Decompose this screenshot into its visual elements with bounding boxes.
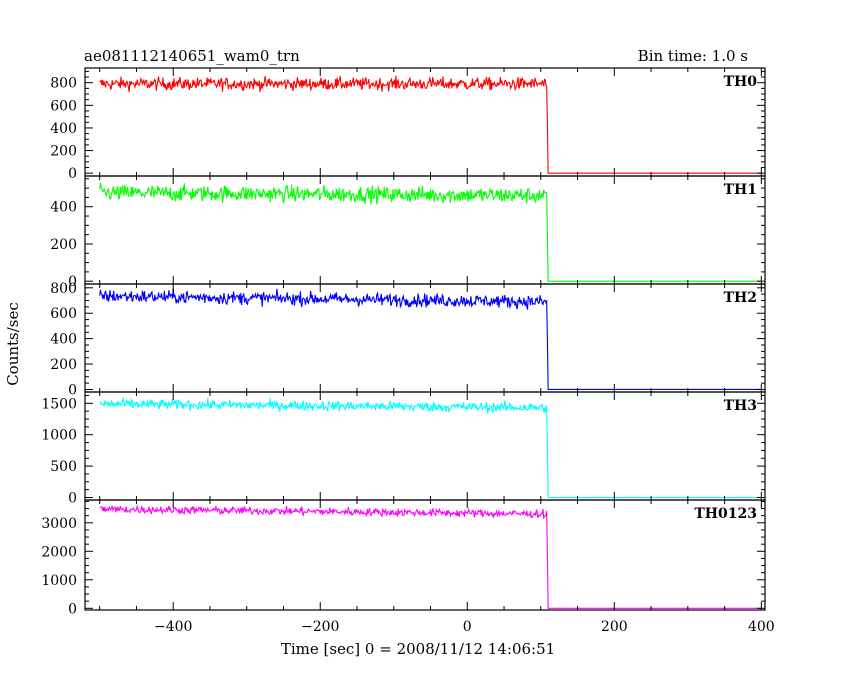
panel-th1: 0 200 400 TH1: [50, 175, 766, 290]
y-tick-label: 0: [68, 382, 77, 398]
panel-th0: 0 200 400 600 800 TH0: [50, 67, 766, 182]
y-tick-label: 800: [50, 281, 77, 297]
y-tick-label: 800: [50, 76, 77, 92]
panel-frame: [84, 499, 766, 611]
y-tick-label: 0: [68, 601, 77, 617]
y-tick-label: 600: [50, 306, 77, 322]
y-tick-label: 2000: [41, 544, 77, 560]
panel-label-th2: TH2: [724, 290, 757, 306]
panel-frame: [84, 391, 766, 501]
x-axis-label: Time [sec] 0 = 2008/11/12 14:06:51: [281, 640, 555, 658]
x-tick-label: 200: [601, 619, 628, 635]
y-tick-label: 200: [50, 237, 77, 253]
panels-group: 0 200 400 600 800 TH0 0 200 400 TH1 0 200 400 600 800 T…: [41, 67, 775, 635]
y-tick-label: 0: [68, 166, 77, 182]
x-tick-label: 400: [748, 619, 775, 635]
y-tick-label: 400: [50, 121, 77, 137]
y-tick-label: 1500: [41, 396, 77, 412]
y-tick-label: 400: [50, 200, 77, 216]
panel-th2: 0 200 400 600 800 TH2: [50, 281, 766, 398]
x-tick-label: −200: [301, 619, 339, 635]
panel-th0123: 0 1000 2000 3000 TH0123: [41, 499, 766, 617]
panel-label-th3: TH3: [724, 398, 757, 414]
x-tick-label: −400: [154, 619, 192, 635]
panel-label-th0123: TH0123: [694, 506, 757, 522]
y-tick-label: 400: [50, 332, 77, 348]
series-line-th0123: [99, 504, 762, 609]
y-tick-label: 200: [50, 144, 77, 160]
panel-label-th0: TH0: [724, 74, 758, 90]
chart-title: ae081112140651_wam0_trn: [84, 47, 300, 65]
y-tick-label: 200: [50, 357, 77, 373]
series-line-th0: [99, 75, 762, 174]
y-tick-label: 600: [50, 98, 77, 114]
series-line-th3: [99, 397, 762, 499]
panel-th3: 0 500 1000 1500 TH3: [41, 391, 766, 506]
y-tick-label: 0: [68, 490, 77, 506]
y-tick-label: 3000: [41, 516, 77, 532]
y-tick-label: 0: [68, 274, 77, 290]
series-line-th1: [99, 182, 762, 282]
panel-label-th1: TH1: [724, 182, 757, 198]
y-tick-label: 500: [50, 459, 77, 475]
bin-time-label: Bin time: 1.0 s: [638, 47, 748, 65]
y-tick-label: 1000: [41, 428, 77, 444]
y-axis-label: Counts/sec: [4, 302, 22, 386]
y-tick-label: 1000: [41, 573, 77, 589]
x-tick-label: 0: [463, 619, 472, 635]
series-line-th2: [99, 288, 762, 391]
